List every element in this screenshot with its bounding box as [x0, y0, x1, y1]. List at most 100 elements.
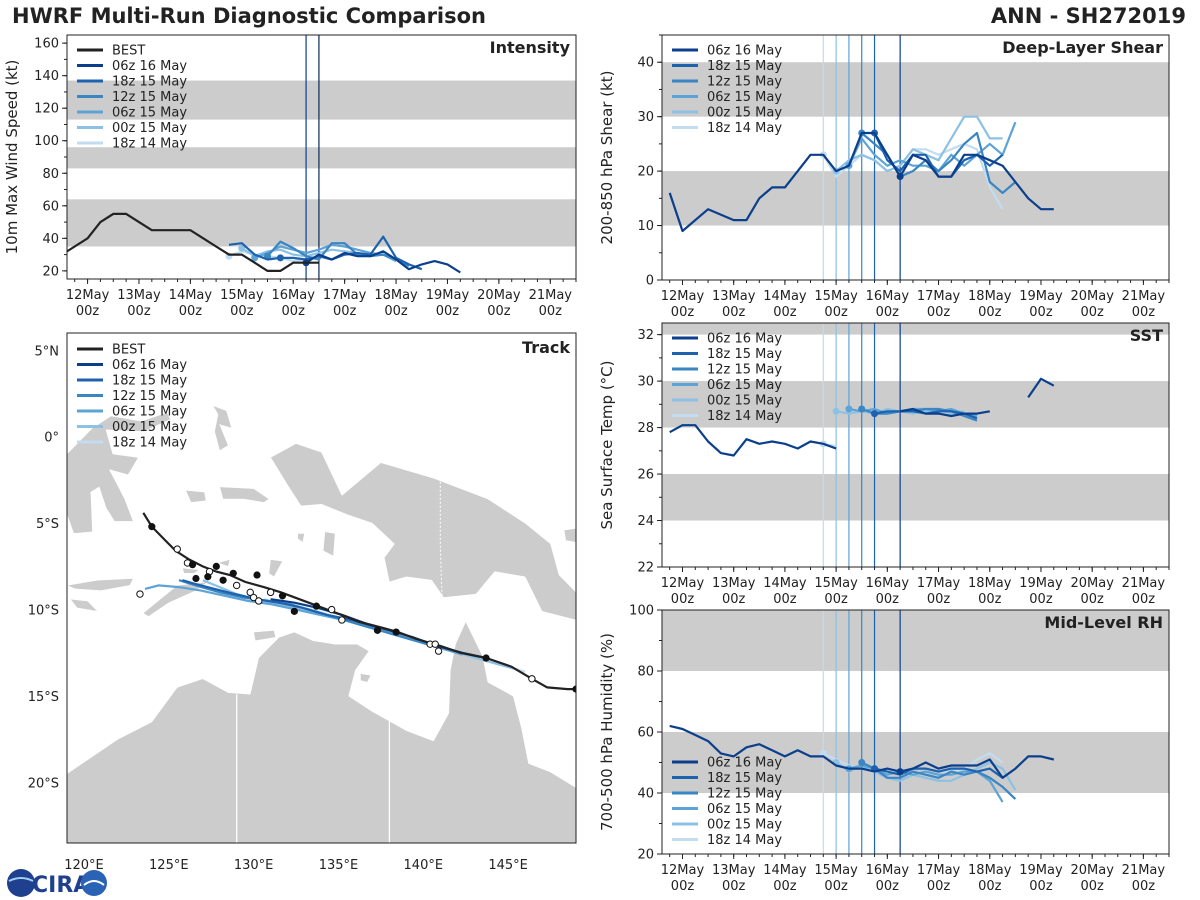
legend-label: 18z 15 May	[707, 771, 782, 786]
x-tick-label-date: 15May	[814, 863, 858, 878]
x-tick-label-hour: 00z	[1029, 305, 1053, 320]
track-marker-open	[327, 605, 336, 614]
x-tick-label-hour: 00z	[282, 304, 306, 319]
land-tanimbar	[268, 559, 283, 578]
track-panel: 5°N 0° 5°S 10°S 15°S 20°S 120°E 125°E 130°E 135°E…	[28, 332, 577, 873]
x-tick-label-date: 18May	[968, 863, 1012, 878]
track-marker-open	[434, 647, 443, 655]
series-line	[669, 724, 1055, 779]
x-tick-label-hour: 00z	[927, 305, 951, 320]
y-tick-label: 30	[637, 110, 654, 125]
shading-bands	[662, 62, 1169, 226]
legend-label: 18z 15 May	[707, 347, 782, 362]
legend-label: 18z 14 May	[112, 436, 187, 451]
x-tick-label-hour: 00z	[1029, 879, 1053, 894]
land-sumba	[69, 598, 99, 612]
x-tick-label-hour: 00z	[824, 592, 848, 607]
y-tick-label: 20	[637, 165, 654, 180]
x-tick-label-date: 19May	[1019, 576, 1063, 591]
track-marker-open	[232, 581, 241, 590]
lat-tick-label: 20°S	[28, 776, 59, 791]
series-group	[67, 212, 461, 274]
y-tick-label: 20	[42, 264, 59, 279]
x-tick-label-date: 15May	[814, 576, 858, 591]
lon-tick-label: 140°E	[404, 858, 444, 873]
x-tick-label-hour: 00z	[876, 592, 900, 607]
x-tick-label-date: 21May	[529, 288, 573, 303]
series-line	[874, 767, 1004, 779]
lon-tick-label: 125°E	[149, 858, 189, 873]
shading-bands	[67, 80, 576, 247]
y-tick-label: 120	[34, 102, 59, 117]
legend-label: 12z 15 May	[112, 389, 187, 404]
x-tick-label-date: 14May	[763, 576, 807, 591]
shading-band	[662, 171, 1169, 226]
y-axis-label: Sea Surface Temp (°C)	[598, 360, 616, 529]
series-init-marker	[845, 405, 853, 413]
lon-tick-label: 135°E	[319, 858, 359, 873]
y-tick-label: 140	[34, 69, 59, 84]
lon-tick-label: 120°E	[64, 858, 104, 873]
x-tick-label-date: 13May	[712, 863, 756, 878]
x-tick-label-date: 16May	[866, 576, 910, 591]
track-marker-filled	[212, 562, 220, 570]
track-marker-filled	[188, 561, 197, 569]
series-group	[669, 724, 1055, 803]
track-marker-filled	[204, 573, 212, 581]
track-marker-filled	[253, 571, 261, 579]
y-tick-label: 24	[637, 514, 654, 529]
series-init-marker	[819, 749, 827, 757]
satellite-badge-icon	[81, 870, 107, 896]
x-tick-label-hour: 00z	[978, 305, 1002, 320]
x-tick-label-date: 16May	[866, 289, 910, 304]
x-tick-label-date: 19May	[1019, 863, 1063, 878]
series-line	[861, 761, 1017, 800]
x-tick-label-hour: 00z	[671, 305, 695, 320]
legend-label: 06z 15 May	[707, 802, 782, 817]
legend-label: 12z 15 May	[707, 75, 782, 90]
track-marker-filled	[482, 654, 490, 662]
y-axis-label: 10m Max Wind Speed (kt)	[3, 60, 21, 255]
shading-band	[662, 323, 1169, 335]
x-tick-label-date: 20May	[1070, 576, 1114, 591]
land-groote	[360, 673, 372, 683]
legend-label: 18z 14 May	[112, 137, 187, 152]
x-tick-label-hour: 00z	[773, 305, 797, 320]
y-tick-label: 32	[637, 328, 654, 343]
x-tick-label-date: 12May	[661, 576, 705, 591]
x-tick-label-date: 19May	[1019, 289, 1063, 304]
track-marker-open	[528, 675, 536, 683]
panel-title: Deep-Layer Shear	[1002, 38, 1163, 57]
track-marker-filled	[572, 685, 576, 693]
x-tick-label-date: 21May	[1122, 289, 1166, 304]
x-tick-label-hour: 00z	[436, 304, 460, 319]
storm-id-label: ANN - SH272019	[990, 4, 1186, 28]
x-tick-label-hour: 00z	[978, 592, 1002, 607]
shading-band	[662, 474, 1169, 521]
track-marker-filled	[229, 569, 237, 577]
y-axis: 20 40 60 80 100 700-500 hPa Humidity (%)	[598, 604, 662, 863]
y-tick-label: 160	[34, 37, 59, 52]
legend-label: BEST	[112, 343, 145, 358]
x-tick-label-hour: 00z	[1080, 305, 1104, 320]
series-init-marker	[896, 173, 904, 181]
x-tick-label-date: 13May	[712, 289, 756, 304]
y-tick-label: 26	[637, 468, 654, 483]
series-line	[899, 407, 990, 418]
legend-label: 18z 14 May	[707, 121, 782, 136]
y-tick-label: 20	[637, 848, 654, 863]
x-tick-label-date: 12May	[661, 863, 705, 878]
x-tick-label-hour: 00z	[1132, 592, 1156, 607]
shading-band	[67, 199, 576, 247]
y-tick-label: 100	[629, 604, 654, 619]
figure-title: HWRF Multi-Run Diagnostic Comparison	[12, 4, 487, 28]
x-tick-label-date: 21May	[1122, 863, 1166, 878]
x-tick-label-hour: 00z	[773, 879, 797, 894]
x-tick-label-hour: 00z	[927, 592, 951, 607]
x-tick-label-date: 18May	[968, 289, 1012, 304]
x-tick-label-hour: 00z	[722, 305, 746, 320]
x-tick-label-date: 13May	[712, 576, 756, 591]
shading-band	[662, 62, 1169, 117]
y-tick-label: 40	[637, 56, 654, 71]
series-line	[835, 115, 1003, 173]
